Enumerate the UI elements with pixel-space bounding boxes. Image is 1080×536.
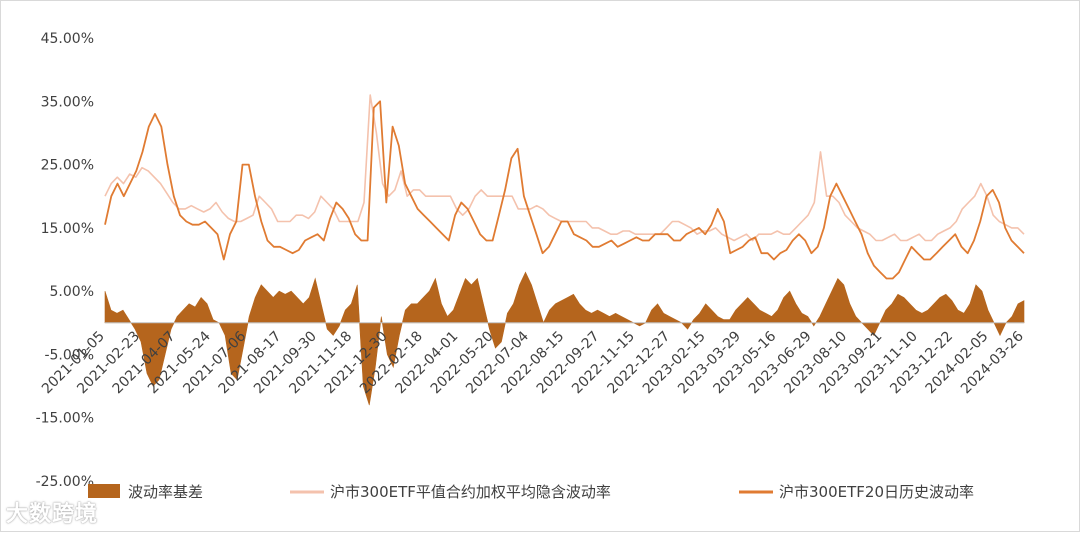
y-tick-label: -15.00% [36, 411, 94, 427]
y-tick-label: -5.00% [44, 347, 94, 363]
y-tick-label: 15.00% [41, 221, 94, 237]
legend-label-historical: 沪市300ETF20日历史波动率 [779, 483, 974, 501]
legend-swatch-basis [88, 484, 120, 498]
y-tick-label: -25.00% [36, 474, 94, 490]
y-tick-label: 25.00% [41, 158, 94, 174]
y-tick-label: 5.00% [50, 284, 94, 300]
watermark-logo: 大数跨境 [6, 502, 99, 527]
y-tick-label: 35.00% [41, 94, 94, 110]
series-historical-vol-line [104, 100, 1025, 280]
legend-label-basis: 波动率基差 [128, 483, 203, 501]
y-tick-label: 45.00% [41, 31, 94, 47]
legend-label-implied: 沪市300ETF平值合约加权平均隐含波动率 [330, 483, 611, 501]
